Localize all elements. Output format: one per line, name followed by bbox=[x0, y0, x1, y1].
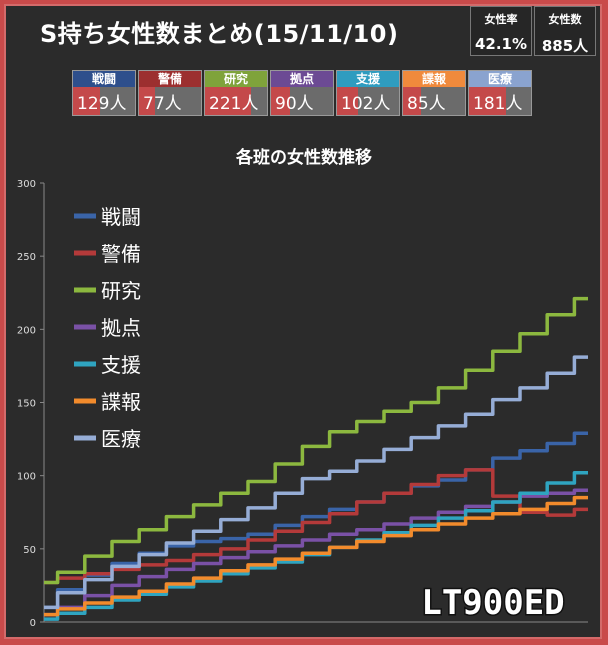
team-box-body: 129人 bbox=[73, 87, 135, 115]
team-box-count: 90人 bbox=[275, 94, 314, 114]
team-box-count: 181人 bbox=[473, 94, 523, 114]
legend-label: 研究 bbox=[101, 279, 141, 303]
team-box-fill bbox=[403, 87, 421, 115]
team-box-label: 医療 bbox=[469, 71, 531, 87]
female-count-label: 女性数 bbox=[548, 13, 582, 26]
team-box-shien: 支援 102人 bbox=[336, 70, 400, 116]
team-box-label: 研究 bbox=[205, 71, 267, 87]
team-box-kenkyu: 研究 221人 bbox=[204, 70, 268, 116]
legend-label: 支援 bbox=[101, 353, 141, 377]
series-line-2 bbox=[44, 296, 588, 585]
team-box-keibi: 警備 77人 bbox=[138, 70, 202, 116]
series-line-6 bbox=[44, 355, 588, 610]
female-ratio-box: 女性率 42.1% bbox=[470, 6, 532, 56]
y-tick-label: 200 bbox=[17, 325, 36, 336]
team-box-body: 77人 bbox=[139, 87, 201, 115]
y-tick-label: 250 bbox=[17, 252, 36, 263]
team-box-count: 85人 bbox=[407, 94, 446, 114]
team-box-kyoten: 拠点 90人 bbox=[270, 70, 334, 116]
legend-label: 戦闘 bbox=[101, 205, 141, 229]
team-box-fill bbox=[73, 87, 100, 115]
y-tick-label: 100 bbox=[17, 472, 36, 483]
team-box-label: 戦闘 bbox=[73, 71, 135, 87]
team-box-label: 警備 bbox=[139, 71, 201, 87]
team-box-body: 90人 bbox=[271, 87, 333, 115]
team-box-fill bbox=[271, 87, 290, 115]
team-box-fill bbox=[205, 87, 251, 115]
team-box-body: 181人 bbox=[469, 87, 531, 115]
female-ratio-value: 42.1% bbox=[474, 35, 528, 53]
team-box-fill bbox=[139, 87, 155, 115]
series-line-0 bbox=[44, 431, 588, 610]
legend-label: 諜報 bbox=[101, 390, 141, 414]
y-tick-label: 300 bbox=[17, 179, 36, 190]
series-line-5 bbox=[44, 495, 588, 617]
female-count-value: 885人 bbox=[541, 37, 589, 55]
team-box-body: 85人 bbox=[403, 87, 465, 115]
team-box-fill bbox=[469, 87, 507, 115]
y-tick-label: 150 bbox=[17, 399, 36, 410]
team-box-label: 拠点 bbox=[271, 71, 333, 87]
legend-label: 拠点 bbox=[101, 316, 141, 340]
y-tick-label: 0 bbox=[30, 618, 36, 629]
team-box-count: 221人 bbox=[209, 94, 259, 114]
female-count-box: 女性数 885人 bbox=[534, 6, 596, 56]
team-box-body: 221人 bbox=[205, 87, 267, 115]
page-title: S持ち女性数まとめ(15/11/10) bbox=[40, 20, 399, 48]
female-ratio-label: 女性率 bbox=[484, 13, 518, 26]
team-box-body: 102人 bbox=[337, 87, 399, 115]
watermark: LT900ED bbox=[421, 583, 564, 623]
team-box-sentou: 戦闘 129人 bbox=[72, 70, 136, 116]
team-box-count: 102人 bbox=[341, 94, 391, 114]
team-box-fill bbox=[337, 87, 359, 115]
team-box-label: 支援 bbox=[337, 71, 399, 87]
legend-label: 医療 bbox=[101, 427, 141, 451]
chart-title: 各班の女性数推移 bbox=[235, 147, 372, 168]
team-box-count: 129人 bbox=[77, 94, 127, 114]
series-line-1 bbox=[44, 468, 588, 585]
team-box-chouhou: 諜報 85人 bbox=[402, 70, 466, 116]
team-box-label: 諜報 bbox=[403, 71, 465, 87]
y-tick-label: 50 bbox=[23, 545, 36, 556]
team-box-count: 77人 bbox=[143, 94, 182, 114]
team-box-iryou: 医療 181人 bbox=[468, 70, 532, 116]
legend-label: 警備 bbox=[101, 242, 141, 266]
